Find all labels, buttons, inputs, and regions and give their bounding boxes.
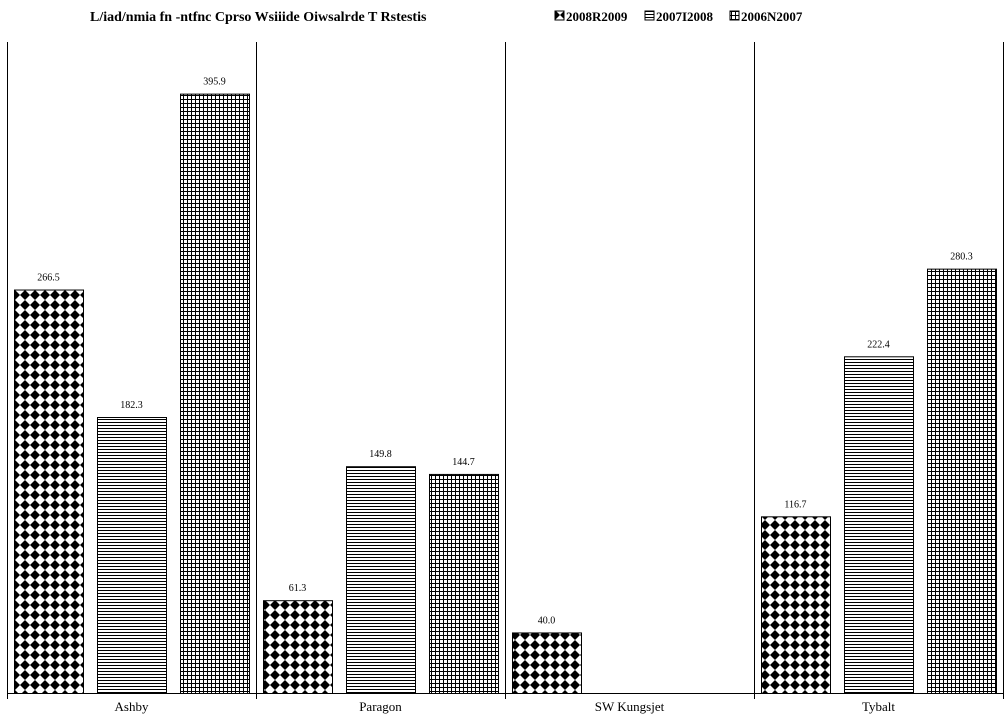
value-label: 116.7 <box>784 499 806 510</box>
bar-paragon-2008R2009 <box>263 600 333 694</box>
category-label: Paragon <box>359 699 402 714</box>
legend-swatch-2 <box>729 10 740 21</box>
legend-item-0: 2008R2009 <box>554 9 628 24</box>
value-label: 280.3 <box>950 252 973 263</box>
legend: 2008R2009 2007I2008 2006N2007 <box>554 9 803 24</box>
chart-title: L/iad/nmia fn -ntfnc Cprso Wsiiide Oiwsa… <box>90 10 427 25</box>
bar-tybalt-2006N2007 <box>927 268 997 694</box>
bar-paragon-2007I2008 <box>346 466 416 695</box>
legend-label-0: 2008R2009 <box>566 9 628 24</box>
legend-label-1: 2007I2008 <box>656 9 714 24</box>
bar-sw-kungsjet-2008R2009 <box>512 632 582 694</box>
category-label: Tybalt <box>862 699 895 714</box>
category-label: SW Kungsjet <box>595 699 665 714</box>
value-label: 61.3 <box>289 583 307 594</box>
value-label: 266.5 <box>37 273 60 284</box>
legend-label-2: 2006N2007 <box>741 9 803 24</box>
value-label: 222.4 <box>867 339 890 350</box>
bar-ashby-2008R2009 <box>14 289 84 694</box>
legend-item-2: 2006N2007 <box>729 9 803 24</box>
value-label: 182.3 <box>120 400 143 411</box>
value-label: 40.0 <box>538 615 556 626</box>
bar-ashby-2006N2007 <box>180 93 250 695</box>
plot-area: 266.5 182.3 395.9 Ashby 61.3 149.8 144.7 Parago… <box>7 42 1004 714</box>
value-label: 149.8 <box>369 449 392 460</box>
bar-tybalt-2007I2008 <box>844 356 914 694</box>
legend-swatch-1 <box>644 10 655 21</box>
value-label: 395.9 <box>203 77 226 88</box>
legend-item-1: 2007I2008 <box>644 9 714 24</box>
legend-swatch-0 <box>554 10 565 21</box>
bar-paragon-2006N2007 <box>429 473 499 695</box>
bar-tybalt-2008R2009 <box>761 516 831 695</box>
value-label: 144.7 <box>452 457 475 468</box>
category-label: Ashby <box>115 699 149 714</box>
bar-ashby-2007I2008 <box>97 417 167 694</box>
